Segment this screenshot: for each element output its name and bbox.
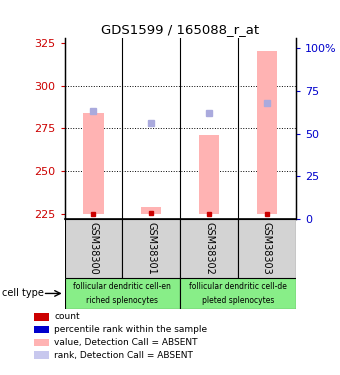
Bar xyxy=(180,278,296,309)
Text: count: count xyxy=(54,312,80,321)
Bar xyxy=(141,207,162,214)
Text: rank, Detection Call = ABSENT: rank, Detection Call = ABSENT xyxy=(54,351,193,360)
Text: cell type: cell type xyxy=(2,288,44,298)
Bar xyxy=(238,219,296,278)
Bar xyxy=(65,278,180,309)
Bar xyxy=(122,219,180,278)
Text: pleted splenocytes: pleted splenocytes xyxy=(202,296,274,305)
Text: follicular dendritic cell-en: follicular dendritic cell-en xyxy=(73,282,171,291)
Text: value, Detection Call = ABSENT: value, Detection Call = ABSENT xyxy=(54,338,198,347)
Bar xyxy=(257,51,277,214)
Text: GSM38301: GSM38301 xyxy=(146,222,156,275)
Text: GSM38302: GSM38302 xyxy=(204,222,214,275)
Text: follicular dendritic cell-de: follicular dendritic cell-de xyxy=(189,282,287,291)
Text: percentile rank within the sample: percentile rank within the sample xyxy=(54,325,207,334)
Bar xyxy=(180,219,238,278)
Bar xyxy=(65,219,122,278)
Title: GDS1599 / 165088_r_at: GDS1599 / 165088_r_at xyxy=(101,23,259,36)
Text: GSM38303: GSM38303 xyxy=(262,222,272,275)
Bar xyxy=(83,113,104,214)
Text: GSM38300: GSM38300 xyxy=(88,222,99,275)
Bar xyxy=(199,135,219,214)
Text: riched splenocytes: riched splenocytes xyxy=(86,296,158,305)
